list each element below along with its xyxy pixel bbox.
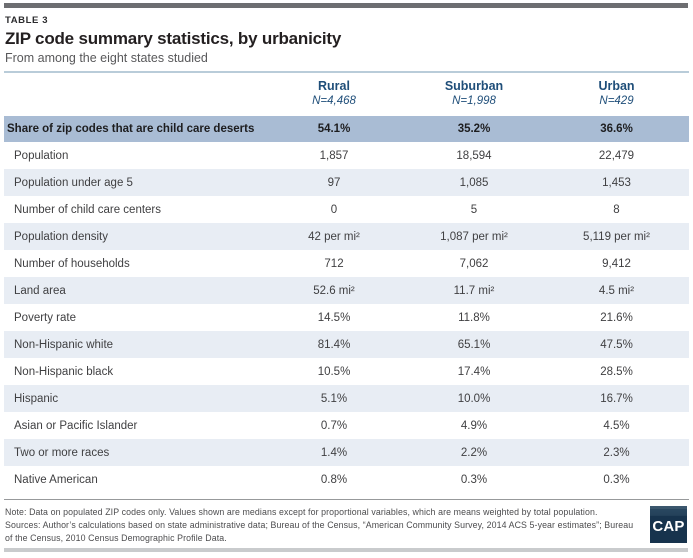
column-name: Suburban xyxy=(444,79,504,93)
table-row-child-care-centers: Number of child care centers 0 5 8 xyxy=(4,196,689,223)
row-label: Poverty rate xyxy=(14,311,76,324)
column-header-row: Rural N=4,468 Suburban N=1,998 Urban N=4… xyxy=(4,73,689,116)
column-header-urban: Urban N=429 xyxy=(544,79,689,107)
row-label: Hispanic xyxy=(14,392,59,405)
table-row-population-under-5: Population under age 5 97 1,085 1,453 xyxy=(4,169,689,196)
footer-divider xyxy=(4,499,689,500)
sources-text: Sources: Author’s calculations based on … xyxy=(5,519,634,543)
cell-suburban: 11.7 mi² xyxy=(453,284,495,297)
header-divider xyxy=(4,71,689,73)
cell-urban: 4.5% xyxy=(603,419,630,432)
table-row-population: Population 1,857 18,594 22,479 xyxy=(4,142,689,169)
table-body: Share of zip codes that are child care d… xyxy=(4,116,689,493)
row-label: Number of households xyxy=(14,257,130,270)
table-subtitle: From among the eight states studied xyxy=(5,51,208,65)
cell-suburban: 2.2% xyxy=(460,446,488,459)
row-label: Number of child care centers xyxy=(14,203,162,216)
cell-suburban: 10.0% xyxy=(457,392,491,405)
table-header: TABLE 3 ZIP code summary statistics, by … xyxy=(0,15,693,65)
column-header-rural: Rural N=4,468 xyxy=(264,79,404,107)
cell-suburban: 35.2% xyxy=(457,123,491,135)
row-label: Population xyxy=(14,149,69,162)
table-footer: Note: Data on populated ZIP codes only. … xyxy=(0,500,693,544)
cell-urban: 5,119 per mi² xyxy=(583,230,650,243)
cell-urban: 21.6% xyxy=(600,311,633,324)
cell-urban: 8 xyxy=(613,203,620,216)
row-label: Asian or Pacific Islander xyxy=(14,419,138,432)
cell-urban: 28.5% xyxy=(600,365,633,378)
row-label: Land area xyxy=(14,284,66,297)
cell-suburban: 1,087 per mi² xyxy=(440,230,508,243)
table-row-hispanic: Hispanic 5.1% 10.0% 16.7% xyxy=(4,385,689,412)
column-name: Urban xyxy=(598,79,635,93)
table-title: ZIP code summary statistics, by urbanici… xyxy=(5,29,342,48)
cell-rural: 14.5% xyxy=(317,311,351,324)
cell-rural: 5.1% xyxy=(320,392,348,405)
table-row-two-or-more-races: Two or more races 1.4% 2.2% 2.3% xyxy=(4,439,689,466)
row-label: Non-Hispanic black xyxy=(14,365,114,378)
cell-urban: 22,479 xyxy=(598,149,635,162)
cell-suburban: 65.1% xyxy=(457,338,491,351)
cell-suburban: 18,594 xyxy=(456,149,492,162)
row-label: Non-Hispanic white xyxy=(14,338,114,351)
bottom-rule xyxy=(4,548,688,552)
table-row-poverty-rate: Poverty rate 14.5% 11.8% 21.6% xyxy=(4,304,689,331)
cell-rural: 10.5% xyxy=(317,365,351,378)
cell-rural: 0 xyxy=(330,203,338,216)
row-label: Population density xyxy=(14,230,108,243)
cell-urban: 0.3% xyxy=(603,473,630,486)
column-sample-size: N=4,468 xyxy=(312,95,356,107)
cell-suburban: 17.4% xyxy=(457,365,491,378)
cell-urban: 4.5 mi² xyxy=(598,284,635,297)
table-row-native-american: Native American 0.8% 0.3% 0.3% xyxy=(4,466,689,493)
column-sample-size: N=429 xyxy=(599,95,634,107)
cell-suburban: 4.9% xyxy=(460,419,488,432)
cell-rural: 42 per mi² xyxy=(308,230,360,243)
cell-rural: 54.1% xyxy=(317,123,351,135)
column-name: Rural xyxy=(318,79,350,93)
cell-rural: 52.6 mi² xyxy=(313,284,355,297)
row-label: Two or more races xyxy=(14,446,110,459)
cell-rural: 81.4% xyxy=(317,338,351,351)
cell-urban: 16.7% xyxy=(600,392,633,405)
note-text: Note: Data on populated ZIP codes only. … xyxy=(5,507,598,517)
cell-urban: 36.6% xyxy=(600,123,633,135)
cell-suburban: 1,085 xyxy=(459,176,489,189)
row-label: Share of zip codes that are child care d… xyxy=(7,123,255,135)
cell-rural: 0.8% xyxy=(320,473,348,486)
cap-logo-text: CAP xyxy=(652,518,685,535)
cell-urban: 2.3% xyxy=(603,446,630,459)
table-row-population-density: Population density 42 per mi² 1,087 per … xyxy=(4,223,689,250)
cell-suburban: 0.3% xyxy=(460,473,488,486)
table-data-rows: Population 1,857 18,594 22,479 Populatio… xyxy=(4,142,689,493)
row-label: Population under age 5 xyxy=(14,176,133,189)
column-header-suburban: Suburban N=1,998 xyxy=(404,79,544,107)
cell-rural: 712 xyxy=(324,257,344,270)
cell-suburban: 7,062 xyxy=(459,257,489,270)
table-row-child-care-deserts: Share of zip codes that are child care d… xyxy=(4,116,689,142)
cell-rural: 97 xyxy=(327,176,341,189)
cell-urban: 9,412 xyxy=(602,257,631,270)
table-row-land-area: Land area 52.6 mi² 11.7 mi² 4.5 mi² xyxy=(4,277,689,304)
table-row-asian-pacific-islander: Asian or Pacific Islander 0.7% 4.9% 4.5% xyxy=(4,412,689,439)
cell-suburban: 5 xyxy=(470,203,478,216)
cell-suburban: 11.8% xyxy=(458,311,490,324)
top-rule xyxy=(4,3,688,8)
cell-rural: 1,857 xyxy=(319,149,349,162)
table-row-households: Number of households 712 7,062 9,412 xyxy=(4,250,689,277)
table-row-non-hispanic-white: Non-Hispanic white 81.4% 65.1% 47.5% xyxy=(4,331,689,358)
cell-urban: 1,453 xyxy=(602,176,631,189)
table-row-non-hispanic-black: Non-Hispanic black 10.5% 17.4% 28.5% xyxy=(4,358,689,385)
cell-urban: 47.5% xyxy=(600,338,633,351)
column-sample-size: N=1,998 xyxy=(452,95,496,107)
cell-rural: 0.7% xyxy=(320,419,348,432)
cap-logo: CAP xyxy=(650,506,687,543)
report-table-figure: TABLE 3 ZIP code summary statistics, by … xyxy=(0,3,693,558)
table-number-label: TABLE 3 xyxy=(5,15,49,26)
row-label: Native American xyxy=(14,473,98,486)
cell-rural: 1.4% xyxy=(320,446,348,459)
